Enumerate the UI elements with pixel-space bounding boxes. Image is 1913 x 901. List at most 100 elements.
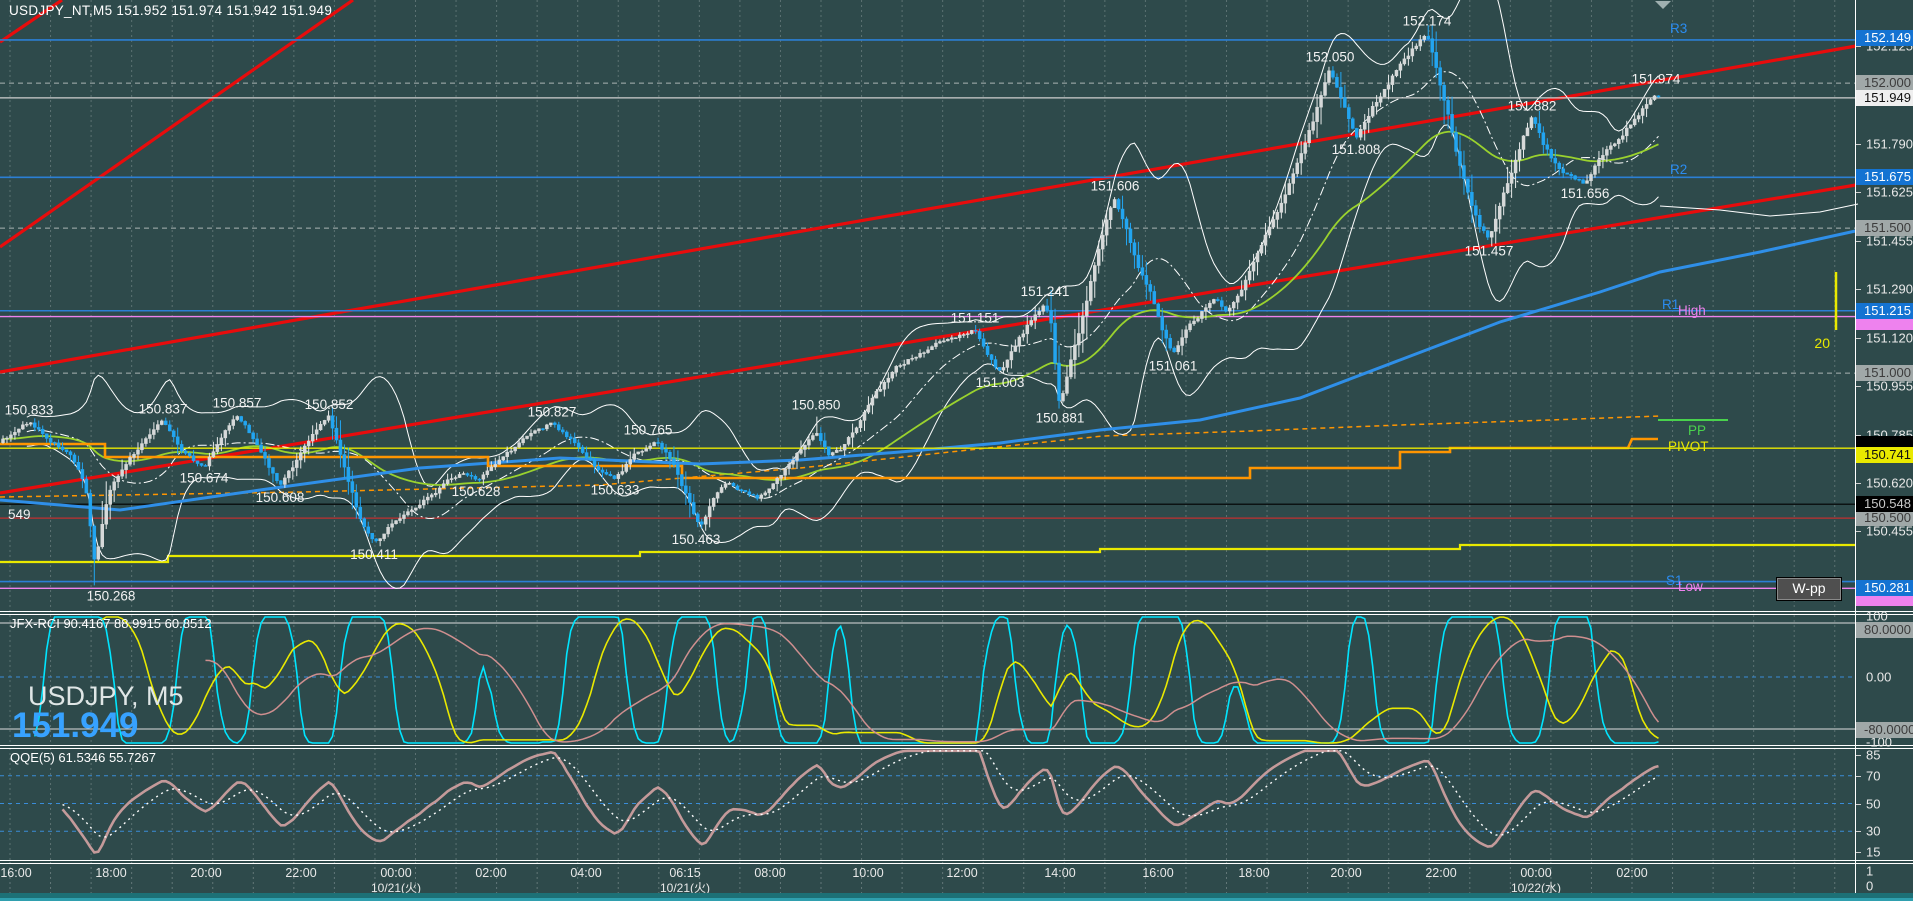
- rci-indicator-label: JFX-RCI 90.4167 88.9915 60.8512: [10, 616, 212, 631]
- time-label: 14:00: [1044, 866, 1076, 880]
- price-badge-150.281: 150.281: [1856, 580, 1913, 596]
- price-tick-mark: [1856, 338, 1861, 339]
- price-tick-mark: [1856, 531, 1861, 532]
- daily-low-yellow-line: [0, 543, 1855, 564]
- time-label: 16:00: [1142, 866, 1174, 880]
- lime-ma-line: [2, 130, 1659, 486]
- pivot-label-r2: R2: [1670, 162, 1687, 177]
- time-label: 04:00: [570, 866, 602, 880]
- time-label: 00:00: [1520, 866, 1552, 880]
- price-badge-150.500: 150.500: [1856, 510, 1913, 526]
- time-label: 22:00: [1425, 866, 1457, 880]
- swing-price-label: 151.061: [1149, 358, 1198, 373]
- swing-price-label: 150.463: [672, 532, 721, 547]
- swing-price-label: 150.837: [139, 401, 188, 416]
- separator-rci-qqe-2: [0, 748, 1913, 749]
- swing-price-label: 150.765: [624, 422, 673, 437]
- weekly-pivot-button[interactable]: W-pp: [1776, 577, 1842, 601]
- orange-dashed-ma: [0, 415, 1661, 498]
- price-tick-mark: [1856, 435, 1861, 436]
- rci-indicator-panel[interactable]: [0, 615, 1856, 745]
- price-tick-label: 151.290: [1866, 281, 1913, 297]
- separator-main-rci[interactable]: [0, 611, 1913, 612]
- swing-price-label: 150.827: [528, 404, 577, 419]
- time-label: 20:00: [1330, 866, 1362, 880]
- price-badge-151.949: 151.949: [1856, 90, 1913, 106]
- time-label: 08:00: [754, 866, 786, 880]
- date-label: 10/22(水): [1510, 881, 1562, 895]
- rci-fast-line: [33, 616, 1659, 744]
- mini-axis-label: 0: [1866, 878, 1874, 894]
- time-axis[interactable]: [0, 862, 1856, 893]
- separator-rci-qqe[interactable]: [0, 745, 1913, 746]
- rci-axis-label: 100: [1866, 608, 1888, 624]
- watermark-symbol: USDJPY, M5: [28, 681, 184, 711]
- qqe-axis-label: 50: [1866, 796, 1881, 812]
- time-label: 18:00: [95, 866, 127, 880]
- pivot-label-r1: R1: [1662, 297, 1679, 312]
- main-chart-plot-area[interactable]: 20 150.833 150.837 150.857 150.852 150.827 150…: [0, 0, 1861, 612]
- swing-price-label: 151.151: [951, 310, 1000, 325]
- price-axis-separator: [1855, 0, 1856, 893]
- qqe-axis-label: 70: [1866, 768, 1881, 784]
- swing-price-label: 150.268: [87, 588, 136, 603]
- price-badge-151.000: 151.000: [1856, 365, 1913, 381]
- swing-price-label: 152.050: [1306, 50, 1355, 65]
- price-tick-label: 150.455: [1866, 523, 1913, 539]
- pivot-label-r3: R3: [1670, 21, 1687, 36]
- price-tick-label: 151.455: [1866, 233, 1913, 249]
- price-badge-150.548: 150.548: [1856, 496, 1913, 512]
- separator-main-rci-2: [0, 614, 1913, 615]
- price-tick-mark: [1856, 144, 1861, 145]
- date-label: 10/21(火): [659, 881, 711, 895]
- qqe-tick-mark: [1856, 831, 1861, 832]
- time-label: 22:00: [285, 866, 317, 880]
- swing-price-label: 549: [8, 507, 31, 522]
- qqe-axis-label: 85: [1866, 747, 1881, 763]
- rci-mid-line: [101, 616, 1659, 744]
- price-tick-label: 150.620: [1866, 475, 1913, 491]
- watermark-price: 151.949: [12, 706, 139, 745]
- pivot-label-s1: S1: [1666, 573, 1683, 588]
- qqe-indicator-panel[interactable]: [0, 748, 1856, 860]
- time-label: 12:00: [946, 866, 978, 880]
- rci-axis-badge: 80.0000: [1856, 622, 1913, 638]
- red-trendline: [0, 0, 354, 249]
- time-label: 10:00: [852, 866, 884, 880]
- pivot-label-pivot: PIVOT: [1668, 439, 1709, 454]
- price-tick-label: 151.790: [1866, 136, 1913, 152]
- swing-price-label: 151.606: [1091, 178, 1140, 193]
- swing-price-label: 150.850: [792, 398, 841, 413]
- time-axis-canvas: [9, 862, 1836, 893]
- qqe-main-line: [61, 749, 1659, 854]
- mini-axis-label: 1: [1866, 863, 1874, 879]
- bollinger-upper-band: [26, 0, 1659, 487]
- date-label: 10/21(火): [370, 881, 422, 895]
- swing-labels-group: 150.833 150.837 150.857 150.852 150.827 150.7…: [5, 14, 1681, 604]
- time-label: 06:15: [669, 866, 701, 880]
- pivot-label-low: Low: [1678, 579, 1703, 594]
- qqe-axis-label: 30: [1866, 823, 1881, 839]
- separator-qqe-time: [0, 860, 1913, 861]
- bollinger-lower-band: [26, 124, 1659, 589]
- swing-price-label: 150.633: [591, 483, 640, 498]
- qqe-tick-mark: [1856, 804, 1861, 805]
- price-tick-label: 150.955: [1866, 378, 1913, 394]
- swing-price-label: 151.457: [1465, 244, 1514, 259]
- candles-group[interactable]: [1, 24, 1661, 586]
- swing-price-label: 150.881: [1036, 411, 1085, 426]
- price-badge-151.500: 151.500: [1856, 220, 1913, 236]
- swing-price-label: 151.808: [1332, 142, 1381, 157]
- time-label: 02:00: [475, 866, 507, 880]
- rci-canvas: [0, 615, 1856, 745]
- swing-price-label: 150.852: [305, 397, 354, 412]
- swing-price-label: 150.857: [213, 396, 262, 411]
- price-badge-151.215: 151.215: [1856, 303, 1913, 319]
- swing-price-label: 151.882: [1508, 98, 1557, 113]
- price-tick-mark: [1856, 241, 1861, 242]
- qqe-tick-mark: [1856, 776, 1861, 777]
- price-tick-mark: [1856, 192, 1861, 193]
- pivot-label-pp: PP: [1688, 423, 1706, 438]
- qqe-indicator-label: QQE(5) 61.5346 55.7267: [10, 750, 156, 765]
